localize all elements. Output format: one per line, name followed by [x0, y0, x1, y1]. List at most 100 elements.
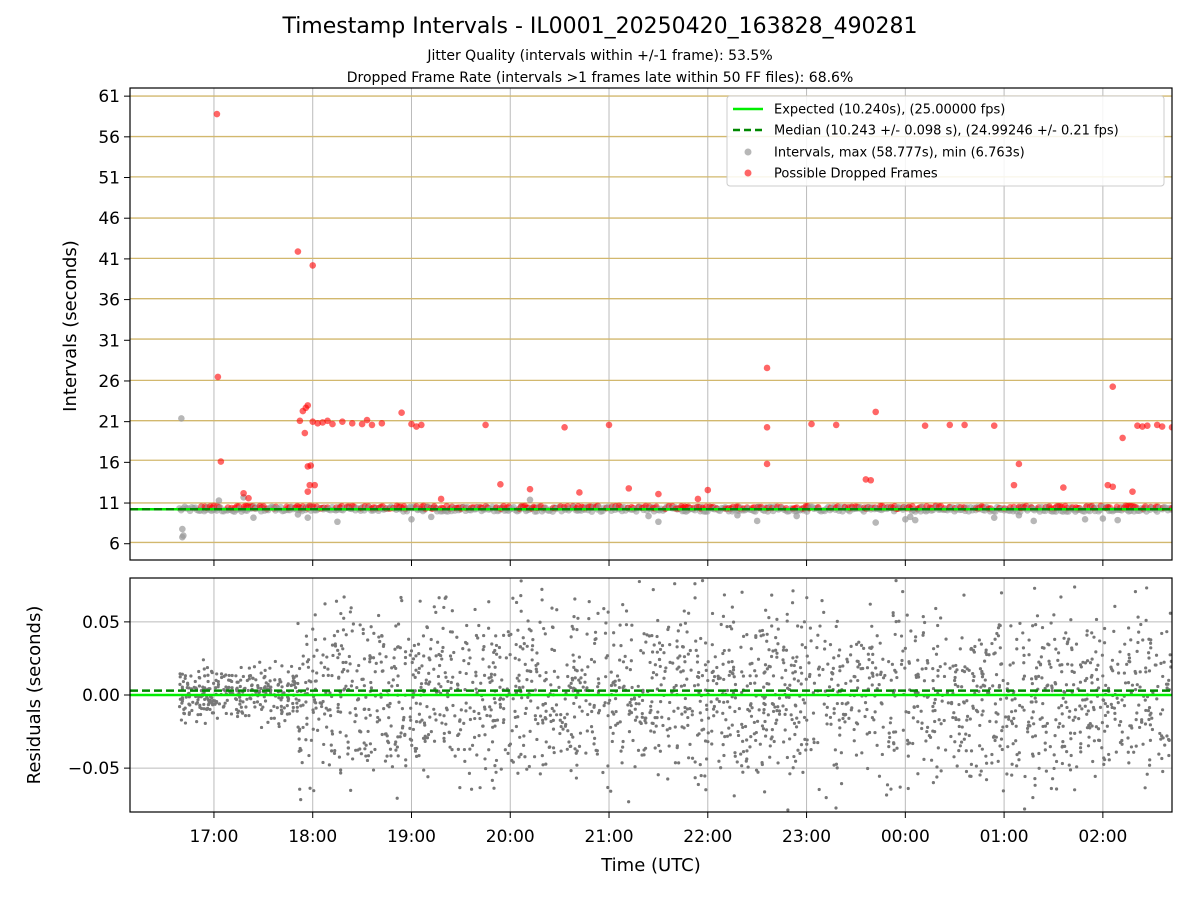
residual-point	[979, 685, 983, 689]
residual-point	[427, 671, 431, 676]
residual-point	[408, 653, 412, 657]
residual-point	[1169, 665, 1172, 669]
residual-point	[488, 680, 492, 684]
residual-point	[594, 748, 598, 753]
residual-point	[440, 649, 444, 653]
residual-point	[517, 658, 521, 662]
residual-point	[263, 668, 267, 672]
residual-point	[462, 721, 466, 725]
legend: Expected (10.240s), (25.00000 fps) Media…	[726, 95, 1165, 187]
residual-point	[630, 623, 634, 627]
dropped-point	[921, 422, 929, 430]
x-axis-label: Time (UTC)	[600, 855, 701, 876]
residual-point	[498, 705, 503, 709]
residual-point	[354, 713, 358, 717]
residual-point	[305, 716, 309, 720]
residual-point	[1136, 615, 1140, 619]
residual-point	[478, 716, 482, 721]
residual-point	[944, 637, 948, 641]
residual-point	[468, 717, 473, 722]
residual-point	[1073, 708, 1078, 712]
residual-point	[786, 808, 790, 812]
dropped-point	[763, 424, 771, 431]
residual-point	[548, 713, 552, 717]
residual-point	[194, 686, 198, 690]
residual-point	[641, 688, 645, 692]
residual-point	[414, 701, 418, 705]
residual-point	[681, 669, 685, 673]
residual-point	[990, 641, 994, 646]
residual-point	[197, 669, 201, 674]
residual-point	[442, 605, 446, 610]
dropped-point	[1144, 422, 1151, 430]
residual-point	[298, 787, 302, 791]
residual-point	[661, 723, 665, 728]
residual-point	[321, 673, 325, 678]
residual-point	[834, 762, 839, 766]
residual-point	[525, 767, 529, 771]
residual-point	[1013, 697, 1017, 701]
residual-point	[666, 734, 670, 738]
x-tick-label: 20:00	[486, 827, 535, 847]
residual-point	[1015, 637, 1019, 641]
residual-point	[931, 704, 935, 709]
residual-point	[784, 648, 789, 652]
residual-point	[795, 716, 799, 720]
residual-point	[765, 681, 769, 686]
residual-point	[942, 674, 947, 679]
residual-point	[533, 688, 537, 692]
residual-point	[491, 725, 495, 729]
residual-point	[671, 661, 675, 665]
residual-point	[987, 653, 991, 657]
residual-point	[1070, 646, 1074, 650]
residual-point	[1031, 624, 1035, 628]
residual-point	[235, 689, 239, 693]
residual-point	[486, 626, 491, 630]
residual-point	[197, 684, 202, 688]
residual-point	[787, 695, 791, 699]
residual-point	[964, 749, 968, 753]
residual-point	[419, 682, 424, 686]
residual-point	[416, 642, 421, 646]
residual-point	[202, 691, 206, 695]
residual-point	[538, 714, 543, 718]
residual-point	[822, 610, 826, 614]
residual-point	[852, 739, 856, 743]
residual-point	[859, 667, 863, 671]
residual-point	[680, 712, 684, 716]
residual-point	[1077, 716, 1081, 721]
residual-point	[1129, 691, 1133, 695]
residual-point	[792, 721, 797, 725]
residual-point	[478, 786, 482, 790]
residual-point	[487, 748, 491, 752]
residual-point	[425, 736, 430, 740]
residual-point	[551, 718, 555, 722]
residual-point	[1027, 653, 1031, 657]
residual-point	[1094, 668, 1099, 672]
residual-point	[207, 702, 211, 706]
residual-point	[1067, 763, 1071, 767]
residual-point	[823, 639, 827, 643]
residual-point	[260, 707, 264, 711]
residual-point	[649, 704, 653, 708]
residual-point	[933, 719, 937, 724]
residual-point	[944, 748, 948, 752]
residual-point	[336, 648, 340, 652]
residual-point	[859, 643, 864, 647]
residual-point	[366, 729, 370, 734]
residual-point	[336, 706, 340, 710]
residual-point	[792, 663, 796, 668]
residual-point	[319, 704, 324, 709]
dropped-point	[808, 420, 815, 428]
dropped-point	[625, 485, 633, 492]
residual-point	[760, 762, 764, 767]
residual-point	[570, 678, 575, 682]
residual-point	[689, 668, 693, 672]
residual-point	[485, 713, 489, 718]
residual-point	[1085, 712, 1089, 716]
residual-point	[436, 674, 441, 679]
residual-point	[1053, 637, 1057, 641]
residual-point	[980, 671, 984, 676]
y-tick-label: −0.05	[68, 759, 120, 779]
